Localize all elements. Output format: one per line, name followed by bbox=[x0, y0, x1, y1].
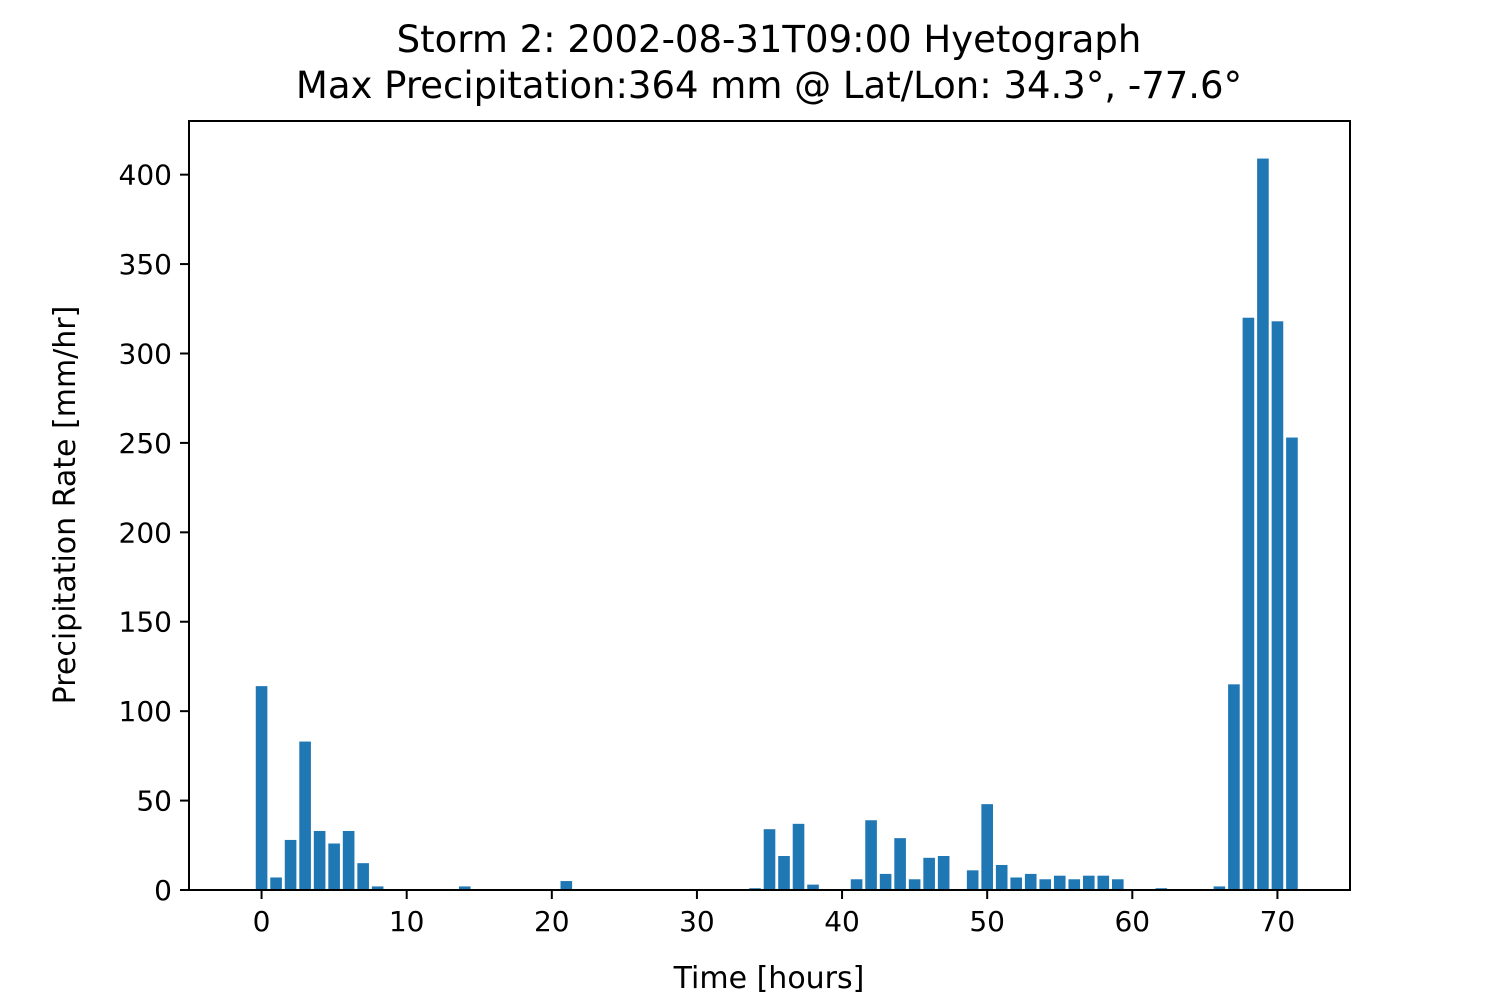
x-tick-label: 40 bbox=[824, 905, 860, 938]
bar-hour-0 bbox=[255, 686, 268, 890]
bar-hour-6 bbox=[342, 830, 355, 890]
chart-title: Storm 2: 2002-08-31T09:00 Hyetograph bbox=[397, 18, 1142, 61]
bar-hour-21 bbox=[560, 881, 573, 890]
plot-frame bbox=[188, 120, 1351, 891]
y-tick-label: 400 bbox=[119, 159, 172, 192]
bar-hour-41 bbox=[850, 879, 863, 890]
bar-hour-14 bbox=[458, 886, 471, 890]
y-tick-label: 250 bbox=[119, 427, 172, 460]
y-tick-label: 300 bbox=[119, 337, 172, 370]
bar-hour-35 bbox=[763, 829, 776, 890]
x-tick-label: 70 bbox=[1260, 905, 1296, 938]
bar-hour-36 bbox=[778, 856, 790, 890]
bar-hour-66 bbox=[1213, 886, 1226, 890]
x-tick-label: 20 bbox=[534, 905, 570, 938]
y-axis-ticks: 0 50 100 150 200 250 300 350 400 bbox=[119, 159, 189, 907]
y-tick-label: 350 bbox=[119, 248, 172, 281]
bar-hour-37 bbox=[792, 823, 805, 890]
bar-hour-42 bbox=[865, 820, 877, 890]
bar-hour-67 bbox=[1228, 684, 1240, 890]
bar-hour-38 bbox=[807, 884, 819, 890]
bar-hour-58 bbox=[1097, 875, 1110, 890]
bar-hour-57 bbox=[1082, 875, 1095, 890]
x-tick-label: 0 bbox=[253, 905, 271, 938]
bar-hour-45 bbox=[908, 879, 921, 890]
x-tick-label: 60 bbox=[1114, 905, 1150, 938]
chart-subtitle: Max Precipitation:364 mm @ Lat/Lon: 34.3… bbox=[296, 64, 1242, 107]
bar-hour-43 bbox=[879, 873, 892, 890]
bar-hour-4 bbox=[313, 830, 326, 890]
bar-hour-59 bbox=[1112, 879, 1124, 890]
bar-hour-7 bbox=[357, 863, 369, 890]
y-tick-label: 200 bbox=[119, 516, 172, 549]
y-tick-label: 0 bbox=[154, 874, 172, 907]
y-axis-label: Precipitation Rate [mm/hr] bbox=[48, 306, 83, 705]
bars-layer bbox=[255, 158, 1298, 891]
y-tick-label: 50 bbox=[136, 785, 172, 818]
bar-hour-3 bbox=[299, 741, 311, 890]
x-tick-label: 30 bbox=[679, 905, 715, 938]
bar-hour-8 bbox=[371, 886, 384, 890]
bar-hour-54 bbox=[1039, 879, 1052, 890]
bar-hour-5 bbox=[328, 843, 340, 890]
bar-hour-53 bbox=[1024, 873, 1037, 890]
bar-hour-46 bbox=[923, 857, 935, 890]
bar-hour-56 bbox=[1068, 879, 1081, 890]
x-tick-label: 10 bbox=[389, 905, 425, 938]
y-tick-label: 150 bbox=[119, 606, 172, 639]
bar-hour-68 bbox=[1242, 317, 1255, 891]
bar-hour-2 bbox=[284, 839, 297, 890]
bar-hour-51 bbox=[995, 864, 1008, 890]
bar-hour-70 bbox=[1271, 321, 1284, 890]
x-axis-label: Time [hours] bbox=[673, 961, 865, 996]
bar-hour-52 bbox=[1010, 877, 1023, 890]
bar-hour-44 bbox=[894, 838, 906, 890]
bar-hour-71 bbox=[1286, 437, 1298, 890]
y-tick-label: 100 bbox=[119, 695, 172, 728]
bar-hour-69 bbox=[1257, 158, 1269, 890]
x-axis-ticks: 0 10 20 30 40 50 60 70 bbox=[253, 890, 1296, 938]
x-tick-label: 50 bbox=[969, 905, 1005, 938]
bar-hour-1 bbox=[270, 877, 282, 890]
bar-hour-50 bbox=[981, 804, 993, 890]
bar-hour-55 bbox=[1053, 875, 1066, 890]
bar-hour-47 bbox=[937, 856, 950, 890]
bar-hour-49 bbox=[966, 870, 979, 890]
